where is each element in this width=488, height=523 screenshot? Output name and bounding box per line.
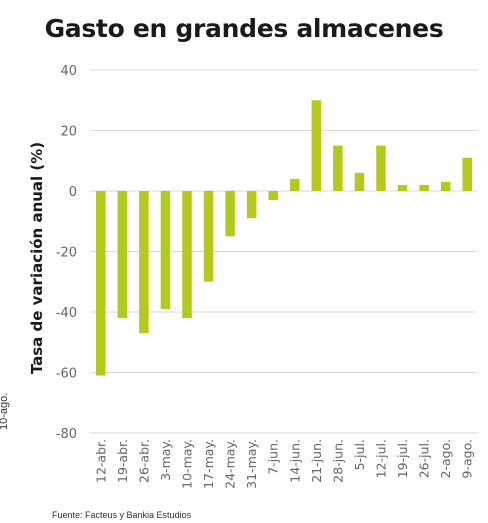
x-tick-label: 17-may. [201,439,216,489]
y-tick-label: 20 [60,125,77,140]
bar [333,145,343,191]
y-tick-label: -80 [56,427,77,442]
y-tick-label: -60 [56,367,77,382]
y-tick-label: 0 [69,185,77,200]
bar [182,191,192,319]
x-tick-label: 19-jul. [395,439,410,478]
gridlines [90,69,478,434]
bar [268,191,278,201]
y-tick-label: -40 [56,306,77,321]
bar [376,145,386,191]
bar [397,184,408,191]
bar [160,191,171,309]
bar [203,191,214,282]
x-tick-label: 26-jul. [417,439,432,478]
source-note: Fuente: Facteus y Bankia Estudios [52,510,192,520]
x-tick-label: 24-may. [223,439,238,489]
x-tick-label: 21-jun. [309,439,324,483]
bar [311,100,322,191]
x-tick-label: 7-jun. [266,439,281,475]
x-tick-label: 10-may. [180,439,195,489]
bar [440,181,451,191]
bar [225,191,235,237]
bar [354,172,365,191]
bar [290,178,300,191]
x-tick-labels: 12-abr. 19-abr. 26-abr. 3-may. 10-may. 17-may… [93,439,474,489]
x-tick-label: 14-jun. [287,439,302,483]
y-tick-label: -20 [56,246,77,261]
y-tick-labels: 40 20 0 -20 -40 -60 -80 [56,64,77,442]
bar [246,191,257,219]
x-tick-label: 19-abr. [115,439,130,483]
bar [117,191,128,319]
x-tick-label: 9-ago. [460,439,475,478]
bar [96,191,106,376]
y-tick-label: 40 [60,64,77,79]
bar [419,184,429,191]
clipped-label-fragment: 10-ago. [0,392,10,430]
x-tick-label: 31-may. [244,439,259,489]
bar [462,157,472,191]
x-tick-label: 5-jul. [352,439,367,470]
x-tick-label: 3-may. [158,439,173,481]
y-axis-label: Tasa de variación anual (%) [28,142,46,374]
x-tick-label: 12-abr. [93,439,108,483]
bar [139,191,149,334]
x-tick-label: 12-jul. [374,439,389,478]
x-tick-label: 26-abr. [136,439,151,483]
bars [96,100,472,376]
x-tick-label: 2-ago. [438,439,453,478]
chart-title: Gasto en grandes almacenes [44,14,444,43]
x-tick-label: 28-jun. [330,439,345,483]
